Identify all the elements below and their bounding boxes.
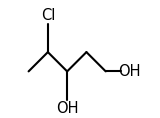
Text: Cl: Cl bbox=[41, 8, 55, 23]
Text: OH: OH bbox=[56, 101, 78, 116]
Text: OH: OH bbox=[118, 64, 141, 79]
